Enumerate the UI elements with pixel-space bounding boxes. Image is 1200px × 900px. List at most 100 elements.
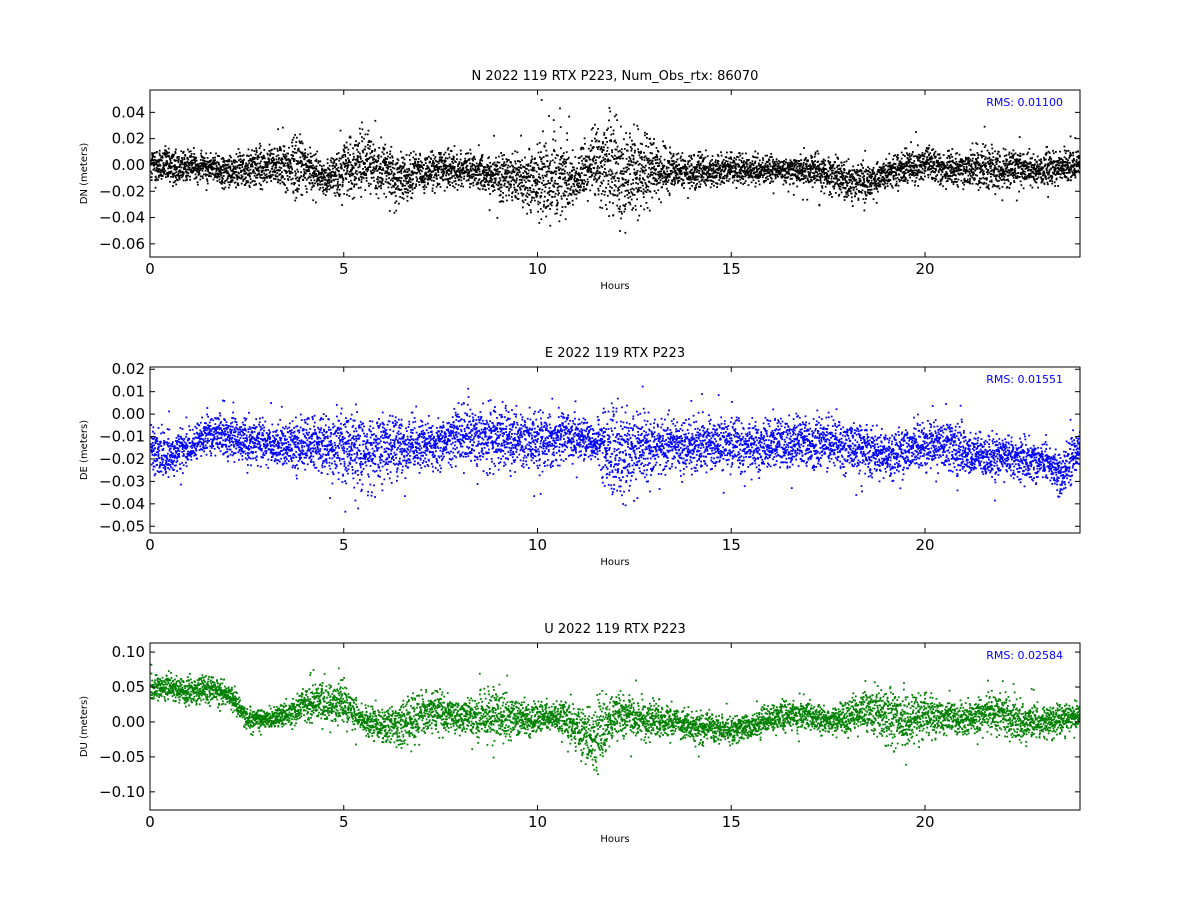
data-point <box>246 168 249 171</box>
data-point <box>570 175 572 178</box>
data-point <box>238 151 241 154</box>
data-point <box>811 160 813 162</box>
data-point <box>770 177 773 180</box>
data-point <box>634 174 637 176</box>
data-point <box>217 168 220 171</box>
data-point <box>663 176 665 179</box>
data-point <box>174 160 176 162</box>
data-point <box>637 190 640 193</box>
data-point <box>385 162 387 165</box>
data-point <box>643 172 646 175</box>
data-point <box>812 163 814 166</box>
data-point <box>615 185 617 188</box>
data-point <box>481 159 484 162</box>
data-point <box>169 159 172 162</box>
data-point <box>338 157 341 160</box>
data-point <box>715 168 718 171</box>
data-point <box>604 160 607 163</box>
data-point <box>384 158 387 160</box>
data-point <box>180 166 183 169</box>
data-point <box>751 160 754 163</box>
data-point <box>740 159 743 162</box>
data-point <box>495 164 497 166</box>
data-point <box>614 179 617 182</box>
data-point <box>749 175 751 178</box>
data-point <box>693 154 695 157</box>
data-point <box>617 156 620 158</box>
data-point <box>273 169 276 172</box>
data-point <box>321 170 324 172</box>
data-point <box>724 162 726 164</box>
data-point <box>512 176 514 179</box>
data-point <box>731 165 734 168</box>
data-point <box>533 180 536 183</box>
data-point <box>738 152 741 155</box>
data-point <box>468 172 470 175</box>
data-point <box>417 158 420 160</box>
data-point <box>156 159 159 162</box>
data-point <box>173 159 176 161</box>
data-point <box>552 138 554 141</box>
data-point <box>263 179 266 181</box>
data-point <box>403 162 406 165</box>
data-point <box>395 209 398 212</box>
data-point <box>771 160 774 163</box>
data-point <box>686 167 689 170</box>
data-point <box>166 161 169 164</box>
data-point <box>325 184 328 186</box>
data-point <box>349 136 352 139</box>
data-point <box>175 171 178 174</box>
data-point <box>720 170 722 173</box>
data-point <box>346 189 349 192</box>
data-point <box>158 174 160 177</box>
data-point <box>349 154 351 156</box>
data-point <box>163 151 166 154</box>
data-point <box>349 173 351 176</box>
data-point <box>792 167 795 170</box>
data-point <box>339 174 341 177</box>
data-point <box>605 155 608 158</box>
data-point <box>741 175 743 177</box>
data-point <box>797 169 800 172</box>
data-point <box>516 168 518 171</box>
data-point <box>181 159 184 161</box>
data-point <box>332 174 334 177</box>
data-point <box>712 168 714 171</box>
data-point <box>350 172 353 175</box>
data-point <box>560 195 563 198</box>
data-point <box>171 157 173 160</box>
data-point <box>539 168 542 171</box>
data-point <box>578 174 580 177</box>
data-point <box>379 180 382 183</box>
data-point <box>518 178 521 181</box>
data-point <box>359 152 361 155</box>
data-point <box>591 163 593 166</box>
data-point <box>673 160 675 163</box>
data-point <box>523 166 526 168</box>
data-point <box>795 159 798 162</box>
data-point <box>701 175 703 177</box>
data-point <box>581 180 584 183</box>
data-point <box>273 158 275 161</box>
data-point <box>292 192 295 194</box>
data-point <box>178 175 181 177</box>
data-point <box>296 176 299 179</box>
data-point <box>453 167 456 170</box>
data-point <box>749 161 751 164</box>
data-point <box>735 167 737 170</box>
data-point <box>232 165 235 168</box>
data-point <box>156 151 158 153</box>
data-point <box>412 150 415 153</box>
data-point <box>539 196 542 199</box>
data-point <box>734 174 736 177</box>
data-point <box>648 163 651 166</box>
data-point <box>195 176 198 178</box>
data-point <box>740 161 743 164</box>
data-point <box>682 159 685 162</box>
data-point <box>742 183 744 186</box>
data-point <box>498 182 501 185</box>
data-point <box>804 158 807 161</box>
data-point <box>701 178 704 181</box>
data-point <box>501 158 504 161</box>
data-point <box>498 188 500 191</box>
